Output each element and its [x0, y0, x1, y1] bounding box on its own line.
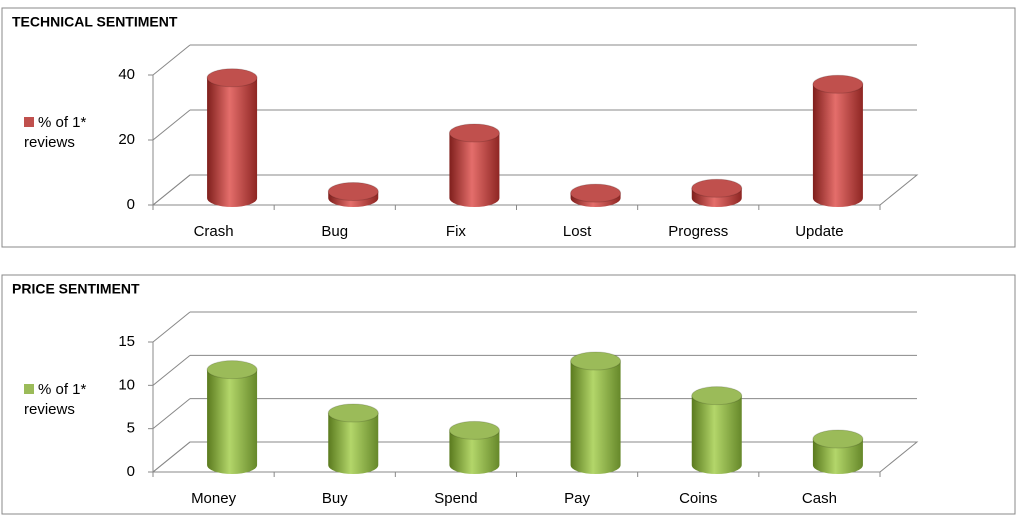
- bar-top: [570, 183, 622, 203]
- x-tick-label: Pay: [564, 490, 590, 507]
- bar-body: [449, 133, 500, 207]
- x-tick-label: Update: [795, 223, 843, 240]
- chart-title: PRICE SENTIMENT: [12, 281, 140, 297]
- bar: [448, 123, 500, 207]
- bar-top: [206, 360, 258, 380]
- bar: [570, 183, 622, 207]
- grid-line: [152, 311, 191, 343]
- bar-top: [691, 386, 743, 406]
- bar: [691, 386, 743, 474]
- bar-top: [327, 182, 379, 201]
- x-tick-label: Coins: [679, 490, 717, 507]
- chart-frame: [1, 7, 1016, 248]
- bar-top: [448, 123, 500, 143]
- y-tick-label: 5: [127, 420, 135, 437]
- x-tick-label: Money: [191, 490, 237, 507]
- legend: % of 1* reviews: [24, 380, 116, 420]
- grid-line: [152, 354, 191, 386]
- bar-body: [691, 395, 742, 474]
- bar: [812, 74, 864, 207]
- legend-label: % of 1* reviews: [24, 114, 87, 151]
- bar: [691, 178, 743, 207]
- bar-top: [570, 351, 622, 371]
- legend-swatch: [24, 384, 34, 394]
- bar: [448, 420, 500, 474]
- bar-body: [570, 361, 621, 474]
- bar: [570, 351, 622, 474]
- y-tick-label: 0: [127, 196, 135, 213]
- bar-body: [207, 369, 258, 474]
- grid-line: [152, 398, 191, 430]
- x-tick-label: Progress: [668, 223, 728, 240]
- bar-body: [812, 439, 863, 474]
- grid-line: [152, 109, 191, 141]
- bar-body: [812, 84, 863, 207]
- bar: [327, 182, 379, 207]
- bar: [206, 68, 258, 208]
- legend: % of 1* reviews: [24, 113, 116, 153]
- y-tick-label: 15: [118, 333, 135, 350]
- bar-top: [327, 403, 379, 423]
- legend-label: % of 1* reviews: [24, 381, 87, 418]
- bar-top: [812, 74, 864, 94]
- bar-top: [206, 68, 258, 88]
- y-tick-label: 0: [127, 463, 135, 480]
- x-tick-label: Crash: [194, 223, 234, 240]
- y-tick-label: 20: [118, 131, 135, 148]
- bar: [206, 360, 258, 474]
- grid-line: [152, 174, 191, 206]
- y-tick-label: 10: [118, 376, 135, 393]
- y-tick-label: 40: [118, 66, 135, 83]
- x-tick-label: Bug: [321, 223, 348, 240]
- x-tick-label: Lost: [563, 223, 592, 240]
- x-tick-label: Fix: [446, 223, 466, 240]
- bar-body: [328, 413, 379, 474]
- chart-frame: [1, 274, 1016, 515]
- bar-body: [449, 430, 500, 474]
- bar-top: [812, 429, 864, 449]
- x-tick-label: Spend: [434, 490, 477, 507]
- x-tick-label: Cash: [802, 490, 837, 507]
- x-tick-label: Buy: [322, 490, 348, 507]
- legend-swatch: [24, 117, 34, 127]
- bar: [812, 429, 864, 474]
- grid-line: [152, 44, 191, 76]
- bar-top: [691, 178, 743, 198]
- bar-top: [448, 420, 500, 440]
- bar-body: [207, 77, 258, 208]
- grid-line: [152, 441, 191, 473]
- bar: [327, 403, 379, 474]
- chart-title: TECHNICAL SENTIMENT: [12, 14, 178, 30]
